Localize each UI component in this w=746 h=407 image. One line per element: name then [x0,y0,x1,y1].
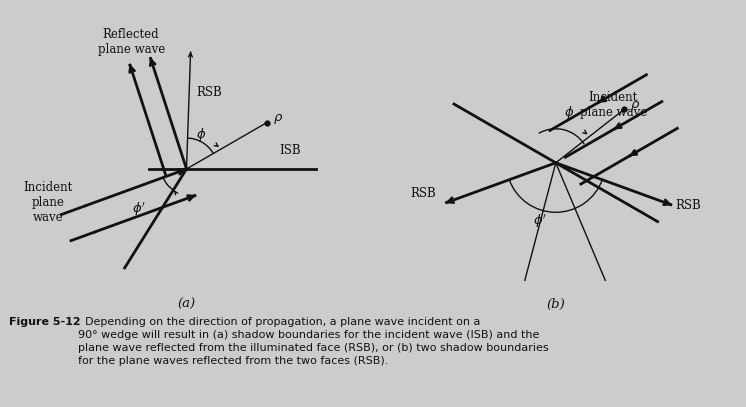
Text: $\rho$: $\rho$ [630,99,641,114]
Text: $\phi$: $\phi$ [564,104,574,120]
Text: Depending on the direction of propagation, a plane wave incident on a
90° wedge : Depending on the direction of propagatio… [78,317,549,365]
Text: $\phi'$: $\phi'$ [132,200,146,217]
Text: $\rho$: $\rho$ [273,112,283,127]
Text: (b): (b) [546,298,565,311]
Text: RSB: RSB [675,199,701,212]
Text: Incident
plane wave: Incident plane wave [580,92,647,120]
Text: RSB: RSB [197,86,222,99]
Text: ISB: ISB [279,144,301,157]
Text: RSB: RSB [410,187,436,200]
Text: $\phi$: $\phi$ [196,126,206,143]
Text: $\phi'$: $\phi'$ [533,213,548,230]
Text: Reflected
plane wave: Reflected plane wave [98,28,165,56]
Text: (a): (a) [178,298,195,311]
Text: Incident
plane
wave: Incident plane wave [23,182,72,225]
Text: Figure 5-12: Figure 5-12 [9,317,81,327]
